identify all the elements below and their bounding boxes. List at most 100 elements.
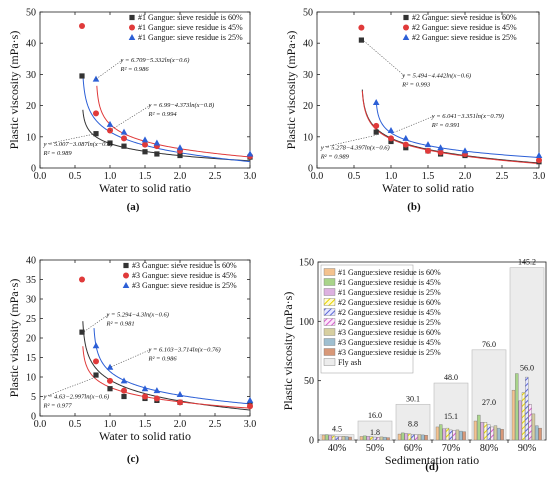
- annotation-leader: [394, 115, 434, 133]
- annotation-leader: [95, 59, 123, 80]
- data-point: [93, 131, 99, 137]
- category-group: [357, 420, 393, 441]
- x-tick-label: 50%: [366, 443, 384, 454]
- legend-swatch: [323, 328, 336, 336]
- bar: [345, 436, 349, 441]
- fit-curve: [82, 346, 251, 409]
- data-point: [141, 136, 149, 143]
- data-point: [79, 329, 85, 335]
- data-point: [93, 110, 99, 117]
- x-tick-label: 1.0: [385, 171, 398, 182]
- data-point: [402, 134, 410, 141]
- legend-swatch: [323, 268, 336, 276]
- data-point: [107, 140, 113, 146]
- bar: [449, 429, 453, 441]
- x-tick-label: 90%: [518, 443, 536, 454]
- data-point: [120, 128, 128, 135]
- bar: [462, 431, 466, 441]
- y-axis-title: Plastic viscosity (mPa·s): [7, 31, 21, 150]
- y-tick-label: 0: [31, 412, 36, 423]
- bar: [525, 376, 529, 441]
- bar: [511, 389, 516, 441]
- y-tick-label: 30: [303, 70, 313, 81]
- bar: [397, 433, 402, 441]
- fit-r-squared: R² = 0.994: [148, 111, 178, 118]
- y-tick-label: 50: [304, 376, 314, 387]
- x-tick-label: 2.5: [209, 419, 222, 430]
- bar: [535, 425, 539, 441]
- fit-r-squared: R² = 0.989: [43, 150, 73, 157]
- x-tick-label: 2.0: [459, 171, 472, 182]
- fit-r-squared: R² = 0.981: [106, 321, 135, 328]
- data-point: [177, 152, 183, 159]
- annotation-leader: [109, 349, 151, 368]
- bar: [477, 414, 481, 441]
- data-point: [106, 120, 114, 127]
- fit-curve: [82, 73, 251, 163]
- y-tick-label: 40: [26, 39, 36, 50]
- legend-entry: #3 Gangue: sieve residue is 45%: [132, 271, 237, 280]
- category-group: [509, 267, 545, 441]
- data-point: [402, 141, 409, 148]
- data-point: [79, 73, 85, 79]
- bar: [335, 436, 339, 441]
- legend-entry: #2 Gangue:sieve residue is 25%: [338, 318, 441, 327]
- annotation-leader: [109, 104, 151, 131]
- x-axis-title: Sedimentation ratio: [385, 453, 479, 467]
- data-point: [123, 272, 129, 279]
- bar-value-label: 76.0: [482, 340, 496, 349]
- legend-entry: #1 Gangue:sieve residue is 45%: [338, 278, 441, 287]
- data-point: [176, 144, 184, 151]
- bar: [373, 436, 377, 441]
- legend-entry: #2 Gangue:sieve residue is 45%: [338, 308, 441, 317]
- bar: [414, 434, 418, 441]
- data-point: [93, 358, 99, 365]
- data-point: [122, 282, 130, 288]
- data-point: [536, 157, 542, 164]
- bar: [383, 436, 387, 441]
- fit-r-squared: R² = 0.977: [43, 402, 73, 409]
- bar-value-label: 56.0: [520, 364, 534, 373]
- x-tick-label: 0.5: [69, 419, 82, 430]
- bar: [331, 435, 336, 441]
- legend-entry: #2 Gangue: sieve residue is 60%: [412, 13, 517, 22]
- data-point: [92, 342, 100, 349]
- bar-value-label: 4.5: [332, 425, 342, 434]
- data-point: [120, 377, 128, 384]
- fit-r-squared: R² = 0.991: [431, 122, 460, 129]
- bar: [321, 434, 326, 441]
- bar: [452, 430, 456, 441]
- data-point: [403, 14, 409, 21]
- bar-value-label: 1.8: [370, 428, 380, 437]
- legend-entry: #3 Gangue: sieve residue is 25%: [132, 281, 237, 290]
- panel-a: 0.0 0.5 1.0 1.5 2.0 2.5 3.0 0 10 20 30 40 50 Water to…: [7, 8, 256, 214]
- fit-curve: [96, 85, 251, 158]
- fit-equation: y = 6.103−3.714ln(x−0.76): [148, 347, 221, 354]
- data-point: [388, 138, 394, 145]
- bar: [404, 433, 408, 441]
- fit-equation: y = 4.63−2.997ln(x−0.6): [43, 393, 110, 400]
- bar-value-label: 15.1: [444, 412, 458, 421]
- bar: [401, 432, 405, 441]
- bar: [490, 426, 494, 441]
- bar: [421, 434, 425, 441]
- x-tick-label: 1.5: [139, 171, 152, 182]
- data-point: [403, 145, 409, 151]
- y-tick-label: 10: [26, 373, 36, 384]
- bar: [424, 435, 428, 441]
- bar: [439, 424, 443, 441]
- data-point: [176, 391, 184, 398]
- data-point: [402, 34, 410, 40]
- y-axis-title: Plastic viscosity (mPa·s): [281, 292, 295, 411]
- legend-entry: Fly ash: [338, 358, 361, 367]
- y-tick-label: 10: [303, 132, 313, 143]
- data-point: [154, 151, 160, 157]
- data-point: [461, 147, 469, 154]
- x-tick-label: 1.0: [104, 171, 117, 182]
- bar: [325, 434, 329, 441]
- data-point: [142, 149, 148, 155]
- data-point: [246, 396, 254, 403]
- legend-swatch: [323, 278, 336, 286]
- fit-curve: [375, 102, 540, 158]
